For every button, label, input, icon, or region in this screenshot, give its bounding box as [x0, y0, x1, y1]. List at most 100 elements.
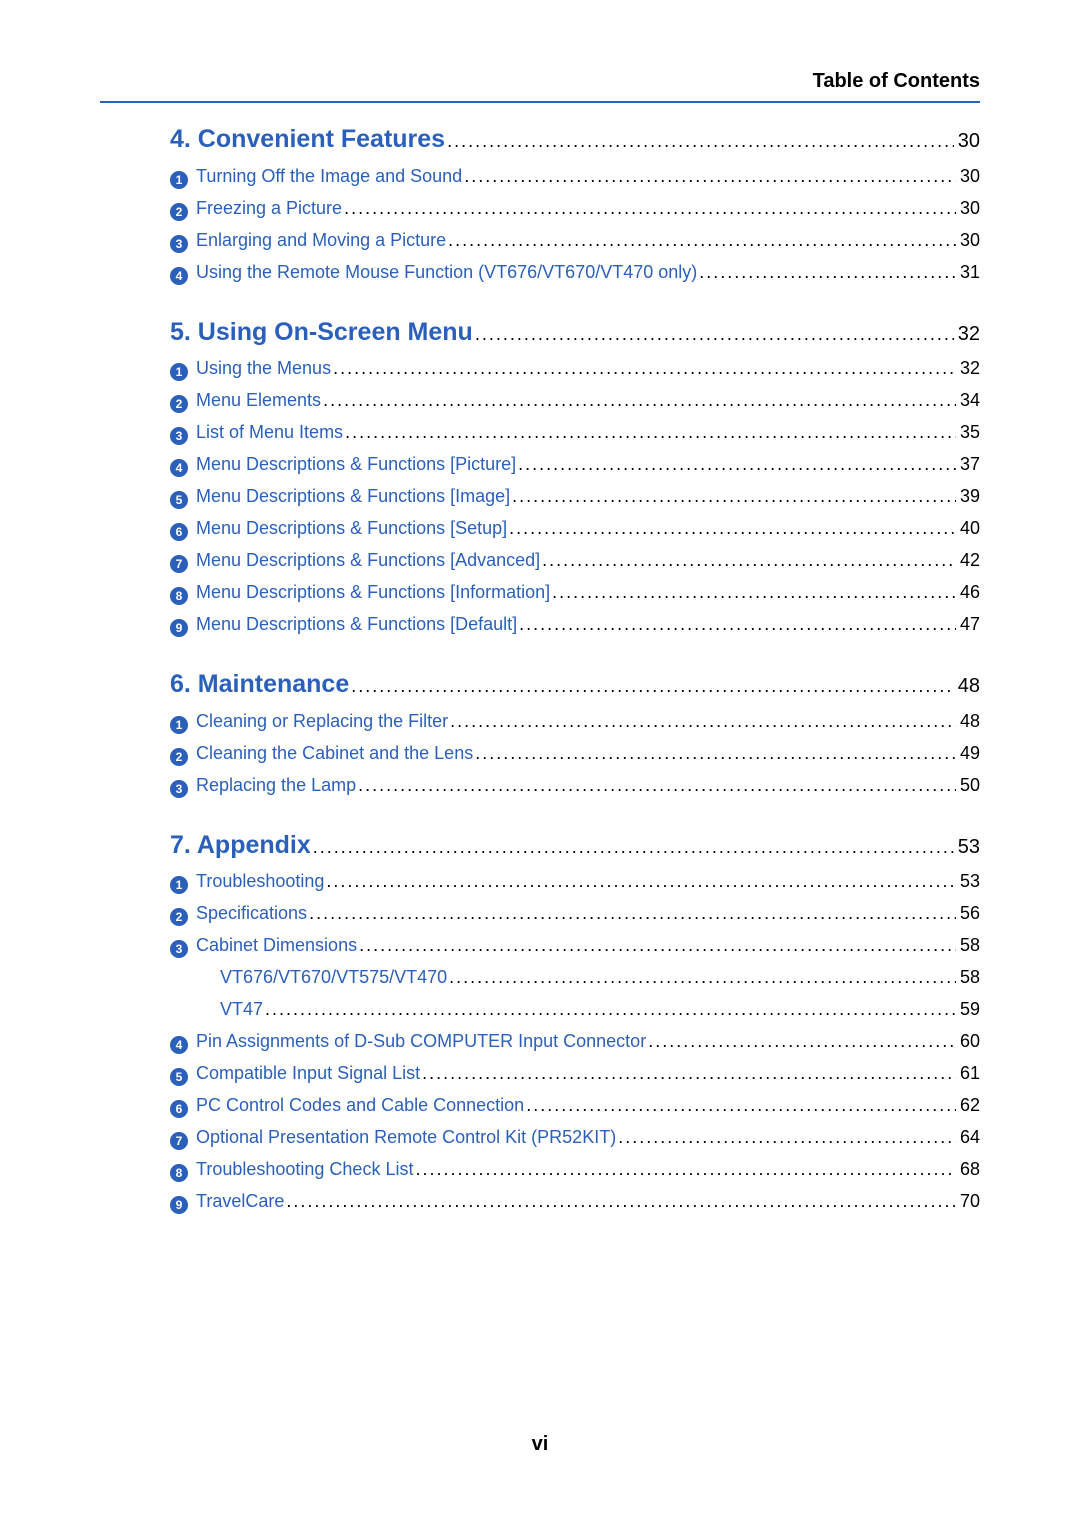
toc-item-page: 62 — [956, 1092, 980, 1119]
leader-dots: ........................................… — [517, 611, 956, 638]
toc-item-text: Menu Descriptions & Functions [Picture] — [196, 451, 516, 478]
toc-item-text: Menu Descriptions & Functions [Image] — [196, 483, 510, 510]
toc-item-row[interactable]: 8Troubleshooting Check List.............… — [170, 1156, 980, 1183]
toc-item-row[interactable]: 6PC Control Codes and Cable Connection..… — [170, 1092, 980, 1119]
toc-item-row[interactable]: 4 Menu Descriptions & Functions [Picture]… — [170, 451, 980, 478]
toc-item-row[interactable]: 4Using the Remote Mouse Function (VT676/… — [170, 259, 980, 286]
toc-item-page: 30 — [956, 227, 980, 254]
toc-subitem-row[interactable]: VT47....................................… — [220, 996, 980, 1023]
leader-dots: ........................................… — [356, 772, 956, 799]
toc-item-page: 68 — [956, 1156, 980, 1183]
toc-item-row[interactable]: 1Using the Menus........................… — [170, 355, 980, 382]
numbered-bullet-icon: 4 — [170, 1036, 188, 1054]
leader-dots: ........................................… — [357, 932, 956, 959]
numbered-bullet-icon: 3 — [170, 235, 188, 253]
leader-dots: ........................................… — [420, 1060, 956, 1087]
toc-section-row[interactable]: 4. Convenient Features..................… — [170, 121, 980, 159]
toc-item-page: 37 — [956, 451, 980, 478]
toc-item-row[interactable]: 5Compatible Input Signal List...........… — [170, 1060, 980, 1087]
toc-item-text: Optional Presentation Remote Control Kit… — [196, 1124, 616, 1151]
toc-subitem-text: VT47 — [220, 996, 263, 1023]
toc-item-row[interactable]: 1 Turning Off the Image and Sound........… — [170, 163, 980, 190]
toc-item-row[interactable]: 1Cleaning or Replacing the Filter.......… — [170, 708, 980, 735]
numbered-bullet-icon: 1 — [170, 716, 188, 734]
toc-item-text: Compatible Input Signal List — [196, 1060, 420, 1087]
header-title: Table of Contents — [100, 70, 980, 101]
toc-item-page: 42 — [956, 547, 980, 574]
numbered-bullet-icon: 3 — [170, 780, 188, 798]
toc-item-row[interactable]: 2Specifications.........................… — [170, 900, 980, 927]
toc-section-page: 32 — [954, 319, 980, 349]
toc-item-row[interactable]: 6Menu Descriptions & Functions [Setup]..… — [170, 515, 980, 542]
toc-item-row[interactable]: 5Menu Descriptions & Functions [Image]..… — [170, 483, 980, 510]
leader-dots: ........................................… — [331, 355, 956, 382]
toc-item-text: TravelCare — [196, 1188, 284, 1215]
toc-item-row[interactable]: 2Freezing a Picture.....................… — [170, 195, 980, 222]
numbered-bullet-icon: 1 — [170, 876, 188, 894]
toc-item-page: 70 — [956, 1188, 980, 1215]
toc-item-row[interactable]: 7Menu Descriptions & Functions [Advanced… — [170, 547, 980, 574]
toc-section: 5. Using On-Screen Menu.................… — [100, 314, 980, 639]
toc-item-page: 46 — [956, 579, 980, 606]
toc-item-text: Turning Off the Image and Sound — [196, 163, 462, 190]
toc-item-page: 50 — [956, 772, 980, 799]
leader-dots: ........................................… — [343, 419, 956, 446]
leader-dots: ........................................… — [342, 195, 956, 222]
toc-item-text: Specifications — [196, 900, 307, 927]
toc-item-row[interactable]: 3Replacing the Lamp.....................… — [170, 772, 980, 799]
toc-item-text: List of Menu Items — [196, 419, 343, 446]
leader-dots: ........................................… — [284, 1188, 956, 1215]
toc-item-row[interactable]: 3Cabinet Dimensions.....................… — [170, 932, 980, 959]
toc-item-page: 60 — [956, 1028, 980, 1055]
toc-item-text: PC Control Codes and Cable Connection — [196, 1092, 524, 1119]
toc-item-row[interactable]: 9Menu Descriptions & Functions [Default]… — [170, 611, 980, 638]
toc-item-page: 48 — [956, 708, 980, 735]
toc-item-text: Enlarging and Moving a Picture — [196, 227, 446, 254]
toc-section-page: 30 — [954, 126, 980, 156]
toc-item-page: 34 — [956, 387, 980, 414]
leader-dots: ........................................… — [263, 996, 956, 1023]
toc-item-row[interactable]: 1 Troubleshooting........................… — [170, 868, 980, 895]
toc-item-row[interactable]: 4Pin Assignments of D-Sub COMPUTER Input… — [170, 1028, 980, 1055]
header-rule — [100, 101, 980, 103]
toc-item-row[interactable]: 7Optional Presentation Remote Control Ki… — [170, 1124, 980, 1151]
leader-dots: ........................................… — [413, 1156, 956, 1183]
toc-section-title: 4. Convenient Features — [170, 121, 445, 159]
numbered-bullet-icon: 9 — [170, 619, 188, 637]
toc-subitem-page: 58 — [956, 964, 980, 991]
numbered-bullet-icon: 6 — [170, 523, 188, 541]
numbered-bullet-icon: 4 — [170, 459, 188, 477]
toc-subitem-row[interactable]: VT676/VT670/VT575/VT470.................… — [220, 964, 980, 991]
toc-item-text: Menu Descriptions & Functions [Informati… — [196, 579, 550, 606]
toc-item-row[interactable]: 8Menu Descriptions & Functions [Informat… — [170, 579, 980, 606]
numbered-bullet-icon: 1 — [170, 171, 188, 189]
toc-item-text: Cabinet Dimensions — [196, 932, 357, 959]
numbered-bullet-icon: 5 — [170, 491, 188, 509]
toc-item-page: 31 — [956, 259, 980, 286]
numbered-bullet-icon: 1 — [170, 363, 188, 381]
toc-item-row[interactable]: 3Enlarging and Moving a Picture.........… — [170, 227, 980, 254]
toc-section: 4. Convenient Features..................… — [100, 121, 980, 286]
toc-item-row[interactable]: 9 TravelCare.............................… — [170, 1188, 980, 1215]
toc-item-text: Using the Remote Mouse Function (VT676/V… — [196, 259, 697, 286]
toc-item-text: Troubleshooting — [196, 868, 324, 895]
leader-dots: ........................................… — [324, 868, 956, 895]
numbered-bullet-icon: 2 — [170, 203, 188, 221]
leader-dots: ........................................… — [462, 163, 956, 190]
numbered-bullet-icon: 9 — [170, 1196, 188, 1214]
toc-item-page: 49 — [956, 740, 980, 767]
toc-section-row[interactable]: 6. Maintenance..........................… — [170, 666, 980, 704]
toc-item-row[interactable]: 2Menu Elements..........................… — [170, 387, 980, 414]
numbered-bullet-icon: 6 — [170, 1100, 188, 1118]
toc-item-row[interactable]: 3List of Menu Items.....................… — [170, 419, 980, 446]
table-of-contents: 4. Convenient Features..................… — [100, 121, 980, 1215]
page-number: vi — [0, 1433, 1080, 1456]
leader-dots: ........................................… — [321, 387, 956, 414]
leader-dots: ........................................… — [311, 834, 954, 861]
toc-item-page: 40 — [956, 515, 980, 542]
toc-section: 6. Maintenance..........................… — [100, 666, 980, 799]
numbered-bullet-icon: 8 — [170, 1164, 188, 1182]
toc-section-row[interactable]: 5. Using On-Screen Menu.................… — [170, 314, 980, 352]
toc-item-row[interactable]: 2Cleaning the Cabinet and the Lens......… — [170, 740, 980, 767]
toc-section-row[interactable]: 7. Appendix.............................… — [170, 827, 980, 865]
